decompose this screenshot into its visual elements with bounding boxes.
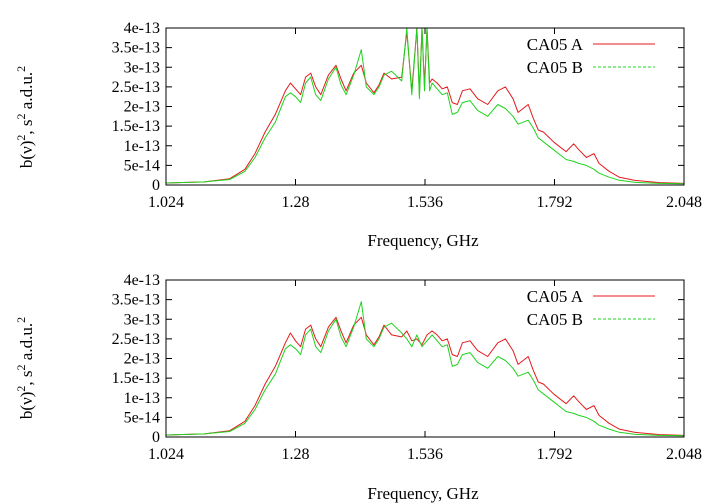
xtick-label-top: 2.048	[666, 194, 702, 211]
legend-label-b-top: CA05 B	[527, 58, 583, 77]
series-line-b-bottom	[165, 301, 685, 437]
legend-bottom: CA05 A CA05 B	[527, 287, 655, 329]
series-line-a-top	[165, 27, 685, 184]
legend-label-a-top: CA05 A	[527, 35, 584, 54]
ytick-label-top: 5e-14	[124, 157, 160, 174]
ytick-label-bottom: 5e-14	[124, 409, 160, 426]
plot-frame-bottom	[165, 279, 685, 438]
legend-label-b-bottom: CA05 B	[527, 310, 583, 329]
xtick-label-top: 1.28	[282, 194, 310, 211]
xlabel-bottom: Frequency, GHz	[367, 484, 479, 503]
ylabel-text-top: b(ν)2, s2 a.d.u.2	[14, 66, 36, 168]
chart-panel-bottom: b(ν)2, s2 a.d.u.2 0 5e-14 1e-13 1.5e-13 2e-1…	[14, 272, 702, 503]
ytick-label-bottom: 0	[152, 429, 160, 446]
ytick-label-top: 3e-13	[124, 59, 160, 76]
xtick-label-bottom: 1.536	[407, 446, 443, 463]
ytick-label-top: 1e-13	[124, 138, 160, 155]
xtick-label-top: 1.536	[407, 194, 443, 211]
ytick-label-bottom: 3.5e-13	[112, 292, 160, 309]
xtick-label-bottom: 2.048	[666, 446, 702, 463]
ytick-label-top: 4e-13	[124, 20, 160, 37]
ytick-label-top: 2e-13	[124, 99, 160, 116]
series-line-a-bottom	[165, 316, 685, 436]
ytick-label-top: 3.5e-13	[112, 40, 160, 57]
xtick-label-bottom: 1.024	[148, 446, 184, 463]
ylabel-text-bottom: b(ν)2, s2 a.d.u.2	[14, 317, 36, 419]
ytick-label-top: 2.5e-13	[112, 79, 160, 96]
xtick-label-bottom: 1.28	[282, 446, 310, 463]
legend-top: CA05 A CA05 B	[527, 35, 655, 77]
ytick-label-bottom: 2.5e-13	[112, 331, 160, 348]
plot-area-top: 0 5e-14 1e-13 1.5e-13 2e-13 2.5e-13 3e-13 3.5e-…	[112, 20, 702, 211]
xtick-label-top: 1.024	[148, 194, 184, 211]
xlabel-top: Frequency, GHz	[367, 231, 479, 250]
series-line-b-top	[165, 27, 685, 185]
ylabel-top: b(ν)2, s2 a.d.u.2	[14, 66, 36, 168]
chart-panel-top: b(ν)2, s2 a.d.u.2 0 5e-14 1e-13 1.5e-13 2e-1…	[14, 20, 702, 250]
ytick-label-bottom: 1e-13	[124, 390, 160, 407]
plot-area-bottom: 0 5e-14 1e-13 1.5e-13 2e-13 2.5e-13 3e-13 3.5e-…	[112, 272, 702, 463]
ytick-label-bottom: 1.5e-13	[112, 370, 160, 387]
ytick-label-bottom: 3e-13	[124, 311, 160, 328]
ylabel-bottom: b(ν)2, s2 a.d.u.2	[14, 317, 36, 419]
ytick-label-bottom: 2e-13	[124, 351, 160, 368]
ytick-label-top: 1.5e-13	[112, 118, 160, 135]
xtick-label-top: 1.792	[537, 194, 573, 211]
xtick-label-bottom: 1.792	[537, 446, 573, 463]
legend-label-a-bottom: CA05 A	[527, 287, 584, 306]
plot-frame-top	[165, 27, 685, 186]
ytick-label-bottom: 4e-13	[124, 272, 160, 289]
ytick-label-top: 0	[152, 177, 160, 194]
